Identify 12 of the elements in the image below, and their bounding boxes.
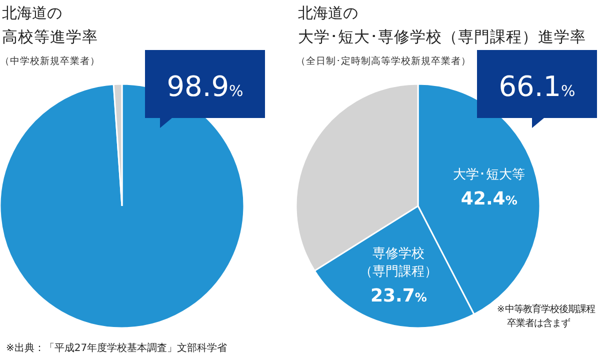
- text: 98.9%: [166, 70, 244, 103]
- text: ※出典：「平成27年度学校基本調査」文部科学省: [6, 342, 228, 354]
- slice-label: 大学･短大等: [453, 168, 526, 183]
- chart-subtitle: （中学校新規卒業者）: [0, 55, 100, 67]
- chart-title: 北海道の高校等進学率: [2, 4, 98, 46]
- chart-subtitle: （全日制･定時制高等学校新規卒業者）: [296, 55, 471, 67]
- data-label: 42.4%: [460, 188, 518, 210]
- slice-label: 専修学校（専門課程）: [360, 246, 438, 280]
- text: 66.1%: [498, 70, 576, 103]
- text: ※中等教育学校後期課程卒業者は含まず: [497, 304, 595, 329]
- data-label: 23.7%: [370, 286, 427, 307]
- chart-title: 北海道の大学･短大･専修学校（専門課程）進学率: [298, 4, 586, 46]
